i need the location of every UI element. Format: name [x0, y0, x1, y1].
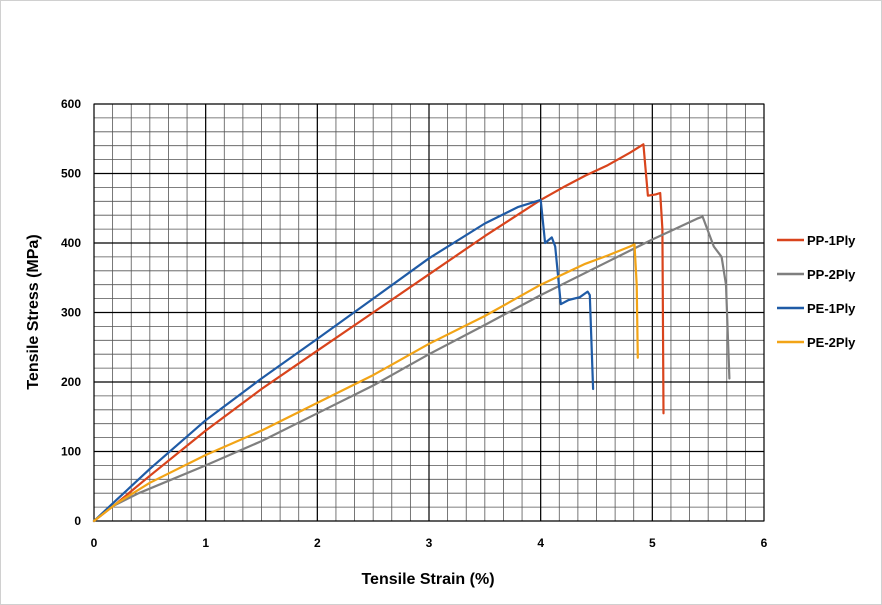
x-tick-label: 3: [426, 536, 433, 550]
y-tick-label: 600: [61, 97, 81, 111]
x-axis-title: Tensile Strain (%): [361, 571, 494, 588]
legend-label: PP-2Ply: [807, 267, 856, 282]
x-tick-label: 4: [537, 536, 544, 550]
legend-label: PE-1Ply: [807, 301, 856, 316]
y-tick-label: 0: [74, 514, 81, 528]
x-tick-label: 0: [91, 536, 98, 550]
series-line-pe-2ply: [92, 243, 639, 523]
x-tick-label: 2: [314, 536, 321, 550]
y-tick-label: 500: [61, 167, 81, 181]
series-line-pe-1ply: [92, 198, 595, 523]
series-line-pp-2ply: [92, 215, 731, 523]
y-tick-label: 400: [61, 236, 81, 250]
y-tick-label: 300: [61, 306, 81, 320]
x-tick-label: 1: [202, 536, 209, 550]
y-tick-label: 100: [61, 445, 81, 459]
legend-label: PP-1Ply: [807, 233, 856, 248]
x-tick-label: 6: [761, 536, 768, 550]
y-axis-title: Tensile Stress (MPa): [25, 234, 42, 389]
y-tick-label: 200: [61, 375, 81, 389]
x-tick-label: 5: [649, 536, 656, 550]
series-line-pp-1ply: [92, 143, 665, 523]
legend-label: PE-2Ply: [807, 335, 856, 350]
